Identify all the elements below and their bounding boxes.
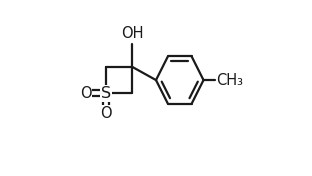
Text: O: O xyxy=(80,86,91,101)
Text: OH: OH xyxy=(121,26,144,41)
Text: S: S xyxy=(101,86,111,101)
Text: O: O xyxy=(100,106,112,121)
Text: CH₃: CH₃ xyxy=(216,73,243,88)
